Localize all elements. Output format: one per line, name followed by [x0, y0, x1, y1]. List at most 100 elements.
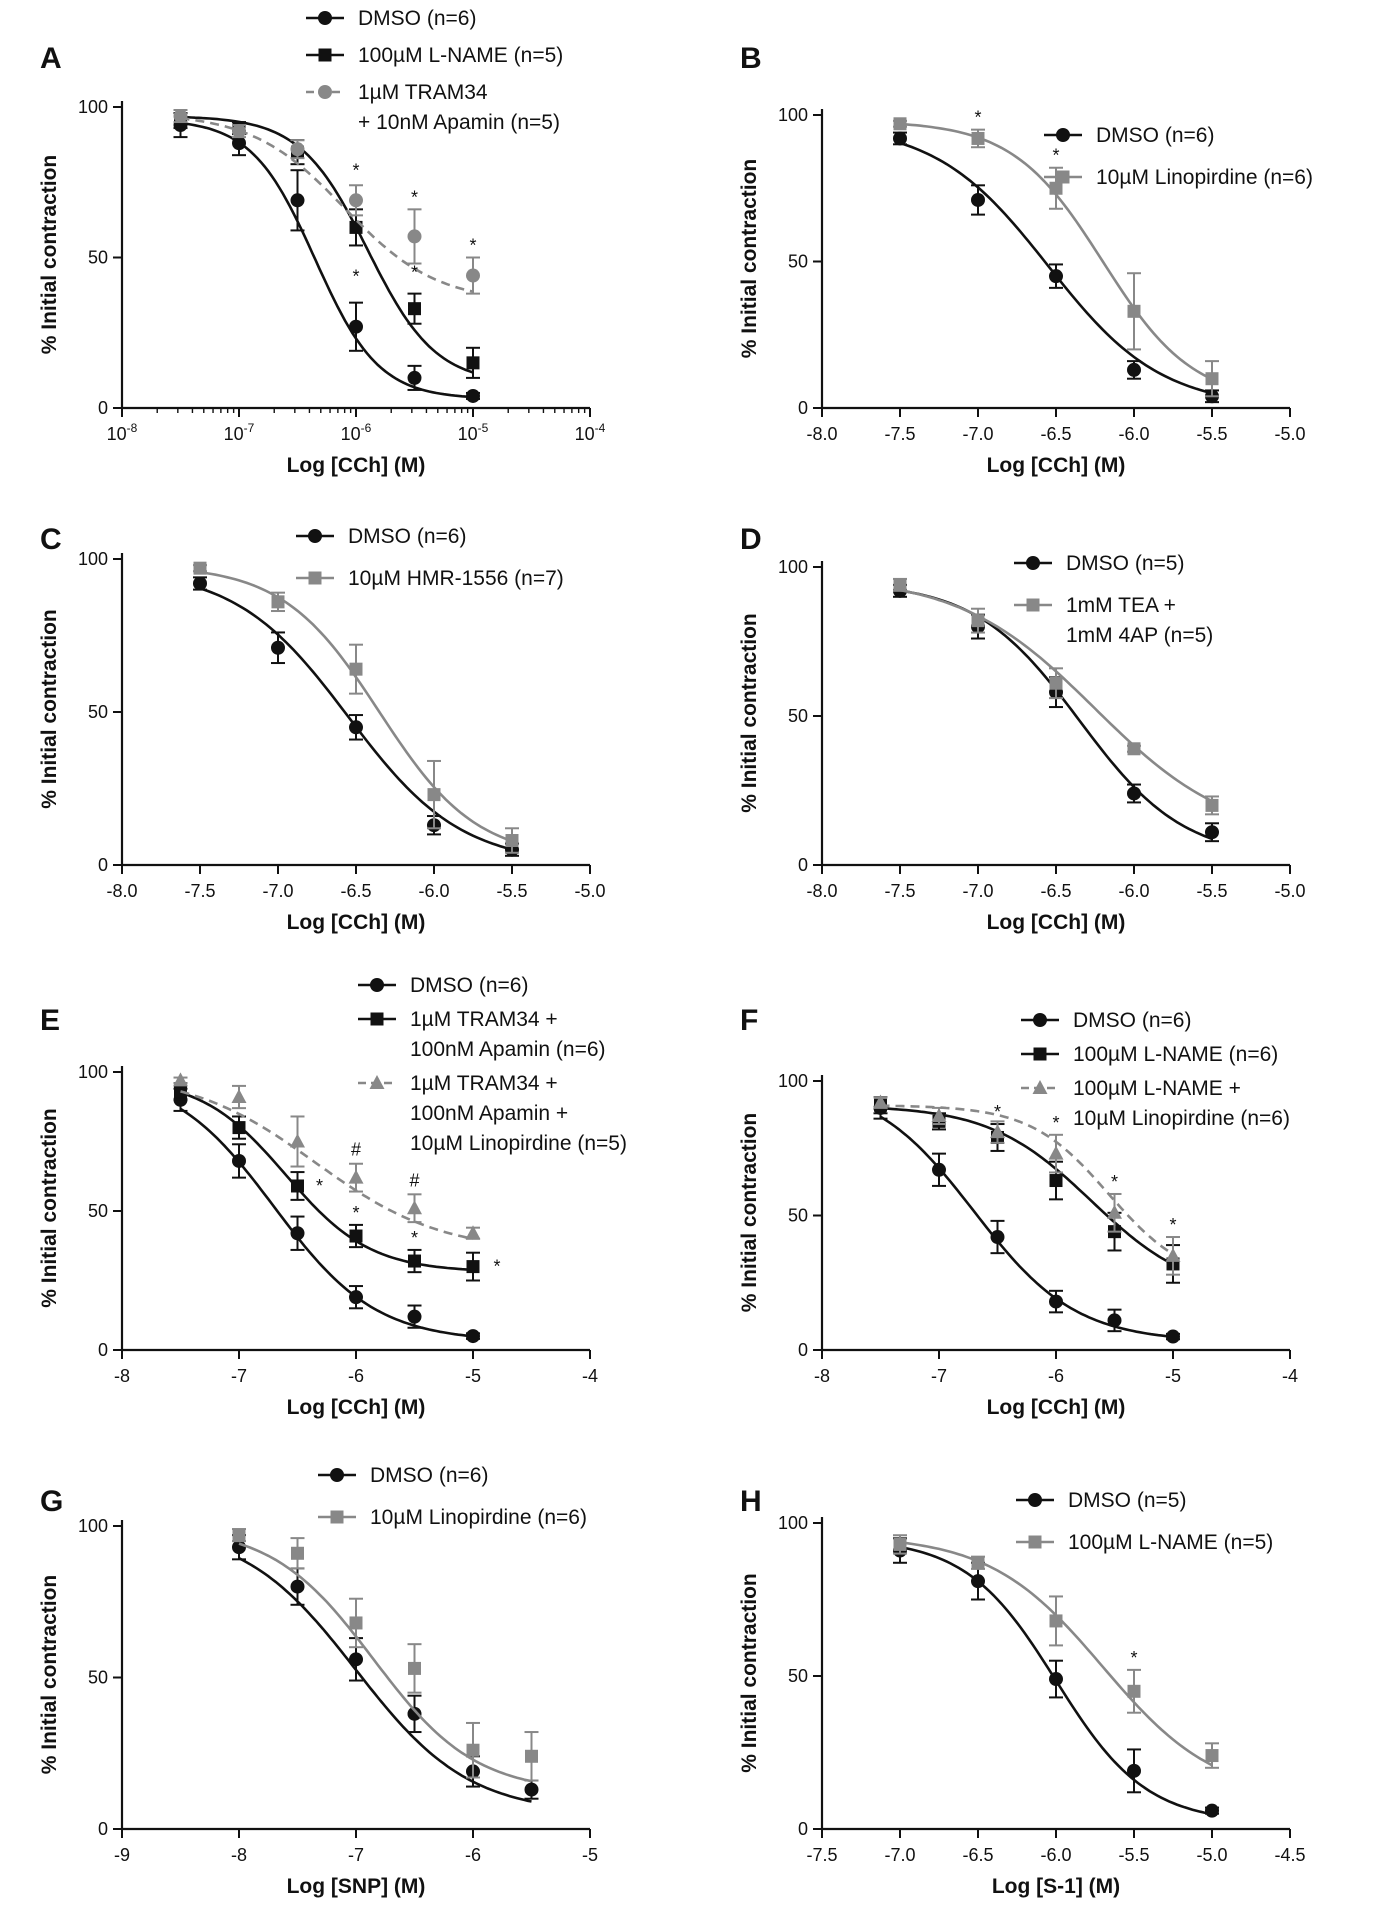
- y-tick-label: 0: [798, 1340, 808, 1360]
- x-tick-label: -8.0: [806, 881, 837, 901]
- legend-marker: [330, 1510, 344, 1524]
- x-axis-title: Log [CCh] (M): [287, 454, 426, 477]
- y-tick-label: 100: [78, 549, 108, 569]
- legend-marker: [1028, 1493, 1042, 1507]
- x-tick-label: -6.5: [962, 1845, 993, 1865]
- y-axis-title: % Initial contraction: [738, 613, 761, 813]
- legend-marker: [318, 11, 332, 25]
- chart-b: B 0 50 100 -8.0 -7.5 -7.0 -6.5 -6.0 -5.5 -5.0 Log […: [738, 42, 1313, 477]
- fit-curve: [180, 1091, 474, 1272]
- data-point: [407, 1200, 422, 1215]
- x-tick-label: -6.0: [1040, 1845, 1071, 1865]
- series-2: [893, 117, 1219, 398]
- data-point: [1048, 1145, 1064, 1160]
- x-tick-label: -7.5: [884, 424, 915, 444]
- x-tick-label: -6.0: [1118, 881, 1149, 901]
- legend-entry-1: DMSO (n=5): [1014, 552, 1184, 575]
- legend-entry-1: DMSO (n=5): [1016, 1489, 1186, 1512]
- y-tick-label: 50: [88, 248, 108, 268]
- legend-marker: [370, 1012, 384, 1026]
- series-3: [173, 109, 480, 295]
- x-tick-label: -7.5: [806, 1845, 837, 1865]
- data-point: [290, 193, 305, 208]
- significance-marker: *: [411, 1228, 418, 1248]
- panel-h: H 0 50 100 -7.5 -7.0 -6.5 -6.0 -5.5 -5.0 -4.5 Log […: [700, 1443, 1400, 1924]
- legend-entry-3: 1µM TRAM34 + 10nM Apamin (n=5): [306, 81, 560, 134]
- series-1: [193, 576, 519, 857]
- x-tick-label: -5: [465, 1366, 481, 1386]
- chart-d: D 0 50 100 -8.0 -7.5 -7.0 -6.5 -6.0 -5.5 -5.0 Log […: [738, 523, 1306, 934]
- x-tick-label: 10-7: [224, 421, 255, 444]
- legend-label: 1mM 4AP (n=5): [1066, 624, 1213, 647]
- significance-marker: #: [409, 1170, 419, 1190]
- legend-marker: [318, 85, 332, 99]
- x-tick-label: -8.0: [106, 881, 137, 901]
- panel-letter: C: [40, 523, 62, 556]
- x-axis-title: Log [CCh] (M): [987, 1396, 1126, 1419]
- legend-entry-1: DMSO (n=6): [318, 1464, 488, 1487]
- legend-label: DMSO (n=6): [1096, 124, 1214, 147]
- series-2: [893, 577, 1219, 816]
- legend-marker: [1032, 1080, 1048, 1094]
- data-point: [971, 1556, 985, 1570]
- data-point: [349, 662, 363, 676]
- legend-label: 10µM Linopirdine (n=6): [1073, 1107, 1290, 1130]
- data-point: [349, 1616, 363, 1630]
- data-point: [1127, 1684, 1141, 1698]
- significance-marker: *: [316, 1176, 323, 1196]
- series-3: [873, 1094, 1181, 1276]
- panel-letter: H: [740, 1485, 762, 1518]
- panel-letter: F: [740, 1004, 758, 1037]
- legend-label: 10µM Linopirdine (n=5): [410, 1132, 627, 1155]
- panel-f: F 0 50 100 -8 -7 -6 -5 -4 Log [CCh] (M) % Initial …: [700, 962, 1400, 1443]
- data-point: [349, 1290, 363, 1305]
- x-tick-label: -6.0: [418, 881, 449, 901]
- data-point: [349, 720, 363, 735]
- data-point: [1127, 786, 1141, 801]
- data-point: [466, 1743, 480, 1757]
- x-tick-label: -5.5: [1118, 1845, 1149, 1865]
- x-tick-label: -7.0: [962, 424, 993, 444]
- chart-h: H 0 50 100 -7.5 -7.0 -6.5 -6.0 -5.5 -5.0 -4.5 Log […: [738, 1485, 1306, 1898]
- legend-marker: [1033, 1047, 1047, 1061]
- x-tick-label: -5.0: [1196, 1845, 1227, 1865]
- y-tick-label: 0: [98, 1340, 108, 1360]
- data-point: [1107, 1313, 1122, 1328]
- data-point: [971, 614, 985, 628]
- fit-curve: [899, 1541, 1213, 1767]
- series-1: [893, 583, 1219, 843]
- x-tick-label: -5.5: [496, 881, 527, 901]
- series-2: [232, 1528, 539, 1783]
- significance-marker: *: [352, 1203, 359, 1223]
- legend-label: DMSO (n=5): [1066, 552, 1184, 575]
- x-tick-label: -6.5: [340, 881, 371, 901]
- data-point: [466, 1329, 480, 1344]
- x-axis-title: Log [CCh] (M): [987, 911, 1126, 934]
- data-point: [232, 124, 246, 139]
- data-point: [408, 1661, 421, 1675]
- series-2: [893, 1534, 1219, 1769]
- series-1: [173, 112, 480, 403]
- series-2: [173, 109, 480, 379]
- legend-entry-1: DMSO (n=6): [358, 974, 528, 997]
- series-1: [173, 1087, 480, 1344]
- x-tick-label: -4.5: [1274, 1845, 1305, 1865]
- legend-entry-2: 1mM TEA + 1mM 4AP (n=5): [1014, 594, 1213, 647]
- legend-label: 10µM HMR-1556 (n=7): [348, 567, 564, 590]
- fit-curve: [180, 121, 474, 399]
- panel-g: G 0 50 100 -9 -8 -7 -6 -5 Log [SNP] (M) % Initial …: [0, 1443, 700, 1924]
- x-tick-label: -6.5: [1040, 881, 1071, 901]
- data-point: [271, 595, 285, 609]
- significance-marker: *: [469, 236, 476, 256]
- data-point: [427, 788, 441, 802]
- data-point: [971, 192, 985, 207]
- y-tick-label: 100: [778, 557, 808, 577]
- y-axis-title: % Initial contraction: [738, 1573, 761, 1773]
- data-point: [1127, 742, 1141, 756]
- data-point: [231, 1089, 247, 1104]
- data-point: [893, 131, 907, 146]
- x-tick-label: -7.0: [262, 881, 293, 901]
- y-tick-label: 100: [78, 1062, 108, 1082]
- data-point: [971, 131, 985, 145]
- legend-marker: [1026, 556, 1040, 570]
